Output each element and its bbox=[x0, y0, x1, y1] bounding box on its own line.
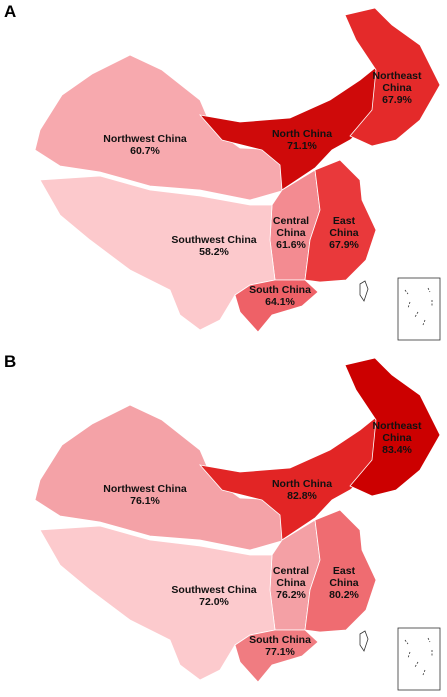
region-value: 71.1% bbox=[287, 140, 317, 152]
region-label: Southwest China 58.2% bbox=[171, 234, 256, 258]
region-label: East China 67.9% bbox=[324, 215, 364, 251]
region-label: East China 80.2% bbox=[324, 565, 364, 601]
region-name: Central China bbox=[272, 565, 310, 589]
region-value: 67.9% bbox=[329, 239, 359, 251]
region-name: East China bbox=[329, 565, 359, 589]
region-name: North China bbox=[271, 478, 333, 490]
region-label: North China 82.8% bbox=[272, 478, 332, 502]
region-name: Northwest China bbox=[103, 483, 187, 495]
panel-label: B bbox=[4, 352, 17, 371]
region-name: Northeast China bbox=[372, 420, 422, 444]
region-name: South China bbox=[249, 284, 311, 296]
region-label: Northwest China 76.1% bbox=[103, 483, 186, 507]
region-label: Southwest China 72.0% bbox=[171, 584, 256, 608]
region-value: 60.7% bbox=[130, 145, 160, 157]
region-value: 72.0% bbox=[199, 596, 229, 608]
region bbox=[344, 7, 441, 147]
island bbox=[359, 630, 369, 652]
region bbox=[304, 509, 377, 633]
region-value: 82.8% bbox=[287, 490, 317, 502]
region-value: 76.2% bbox=[276, 589, 306, 601]
region-name: North China bbox=[271, 128, 333, 140]
region-value: 80.2% bbox=[329, 589, 359, 601]
region-value: 83.4% bbox=[382, 444, 412, 456]
region bbox=[304, 159, 377, 283]
region-value: 64.1% bbox=[265, 296, 295, 308]
region bbox=[234, 629, 319, 683]
region-label: Northwest China 60.7% bbox=[103, 133, 186, 157]
region-name: Northeast China bbox=[372, 70, 422, 94]
region-name: Central China bbox=[272, 215, 310, 239]
region-name: Southwest China bbox=[171, 584, 257, 596]
region-value: 58.2% bbox=[199, 246, 229, 258]
region bbox=[344, 357, 441, 497]
region-value: 61.6% bbox=[276, 239, 306, 251]
region-label: Central China 61.6% bbox=[266, 215, 316, 251]
region-name: East China bbox=[329, 215, 359, 239]
region-label: Northeast China 67.9% bbox=[367, 70, 427, 106]
region bbox=[234, 279, 319, 333]
region-label: Central China 76.2% bbox=[266, 565, 316, 601]
region-name: Southwest China bbox=[171, 234, 257, 246]
island bbox=[359, 280, 369, 302]
inset-box bbox=[397, 627, 441, 691]
panel-label: A bbox=[4, 2, 17, 21]
region-label: Northeast China 83.4% bbox=[367, 420, 427, 456]
inset-box bbox=[397, 277, 441, 341]
region-value: 67.9% bbox=[382, 94, 412, 106]
region-name: Northwest China bbox=[103, 133, 187, 145]
region-label: North China 71.1% bbox=[272, 128, 332, 152]
region-value: 76.1% bbox=[130, 495, 160, 507]
region-label: South China 77.1% bbox=[249, 634, 311, 658]
region-label: South China 64.1% bbox=[249, 284, 311, 308]
region-value: 77.1% bbox=[265, 646, 295, 658]
region-name: South China bbox=[249, 634, 311, 646]
